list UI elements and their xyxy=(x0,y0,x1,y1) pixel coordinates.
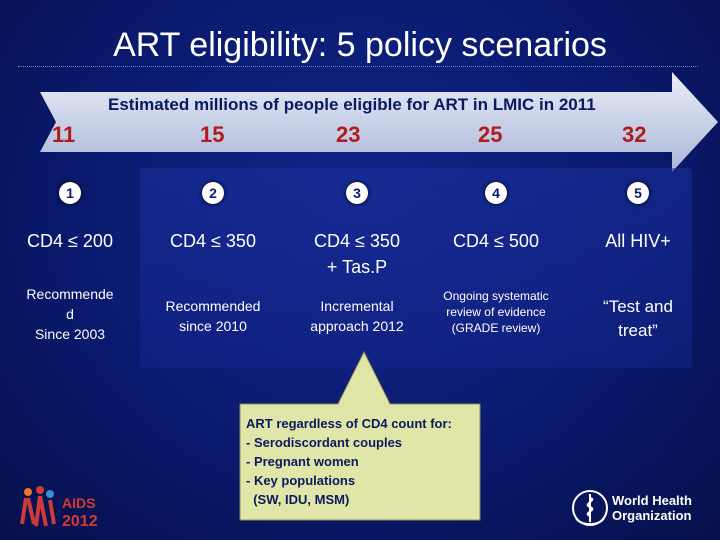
scenario-4: 4 CD4 ≤ 500 Ongoing systematic review of… xyxy=(430,170,562,370)
scenario-2: 2 CD4 ≤ 350 Recommended since 2010 xyxy=(147,170,279,370)
scenario-status: “Test and treat” xyxy=(603,297,673,340)
scenario-status: Recommende d Since 2003 xyxy=(26,286,114,342)
scenario-3: 3 CD4 ≤ 350 + Tas.P Incremental approach… xyxy=(291,170,423,370)
scenario-5: 5 All HIV+ “Test and treat” xyxy=(572,170,704,370)
scenario-badge: 1 xyxy=(59,182,81,204)
callout-text: ART regardless of CD4 count for: - Serod… xyxy=(246,416,452,507)
estimate-value-3: 23 xyxy=(336,122,361,147)
estimate-arrow xyxy=(40,72,718,172)
scenario-status: Incremental approach 2012 xyxy=(310,298,404,334)
aids-logo-line2: 2012 xyxy=(62,513,98,530)
scenario-badge: 5 xyxy=(627,182,649,204)
estimate-value-2: 15 xyxy=(200,122,225,147)
title-divider xyxy=(18,66,698,67)
estimate-value-4: 25 xyxy=(478,122,503,147)
scenario-criterion: CD4 ≤ 200 xyxy=(27,231,113,251)
scenario-status: Recommended since 2010 xyxy=(165,298,261,334)
scenario-1: 1 CD4 ≤ 200 Recommende d Since 2003 xyxy=(4,170,136,370)
scenario-criterion: CD4 ≤ 350 + Tas.P xyxy=(314,231,400,277)
slide-title: ART eligibility: 5 policy scenarios xyxy=(113,26,607,64)
aids2012-logo: AIDS 2012 xyxy=(20,486,98,530)
scenario-status: Ongoing systematic review of evidence (G… xyxy=(443,289,549,335)
scenario-criterion: All HIV+ xyxy=(605,231,671,251)
scenario-badge: 4 xyxy=(485,182,507,204)
estimate-value-1: 11 xyxy=(52,122,76,147)
aids-logo-line1: AIDS xyxy=(62,495,95,511)
arrow-caption: Estimated millions of people eligible fo… xyxy=(108,95,596,114)
scenario-badge: 3 xyxy=(346,182,368,204)
estimate-value-5: 32 xyxy=(622,122,647,147)
scenario-criterion: CD4 ≤ 350 xyxy=(170,231,256,251)
who-logo-text: World Health Organization xyxy=(612,493,692,523)
scenario-criterion: CD4 ≤ 500 xyxy=(453,231,539,251)
scenario-panel xyxy=(140,168,692,368)
who-emblem-icon xyxy=(572,490,608,526)
scenario-badge: 2 xyxy=(202,182,224,204)
